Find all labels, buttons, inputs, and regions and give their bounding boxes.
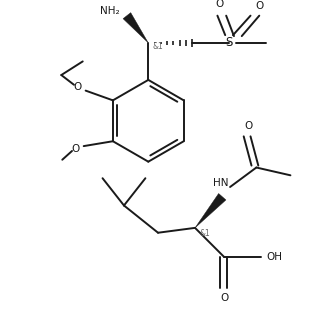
Text: O: O xyxy=(72,144,80,154)
Text: OH: OH xyxy=(267,252,283,262)
Polygon shape xyxy=(123,13,148,43)
Text: S: S xyxy=(226,36,233,49)
Text: O: O xyxy=(74,82,82,92)
Text: NH₂: NH₂ xyxy=(100,6,119,16)
Text: O: O xyxy=(215,0,224,9)
Text: O: O xyxy=(244,121,253,131)
Text: O: O xyxy=(220,293,228,303)
Text: &1: &1 xyxy=(153,42,163,51)
Text: O: O xyxy=(255,1,263,11)
Text: HN: HN xyxy=(212,178,228,188)
Polygon shape xyxy=(195,193,226,228)
Text: &1: &1 xyxy=(199,229,210,238)
